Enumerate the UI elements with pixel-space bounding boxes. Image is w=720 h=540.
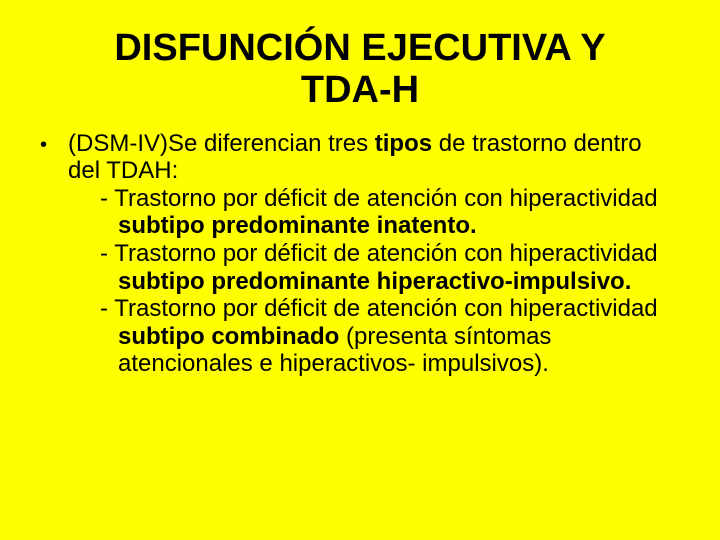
subitem-3-bold: subtipo combinado (118, 323, 339, 350)
subitem-1-pre: - Trastorno por déficit de atención con … (100, 185, 658, 212)
subitem-3: - Trastorno por déficit de atención con … (118, 295, 680, 378)
intro-text-bold: tipos (375, 130, 432, 157)
bullet-item: • (DSM-IV)Se diferencian tres tipos de t… (40, 130, 680, 378)
subitem-3-paren: ). (534, 350, 549, 377)
subitem-2: - Trastorno por déficit de atención con … (118, 240, 680, 295)
bullet-marker: • (40, 130, 68, 378)
subitem-1-bold: subtipo predominante inatento. (118, 212, 477, 239)
slide-body: • (DSM-IV)Se diferencian tres tipos de t… (40, 130, 680, 378)
subitem-3-pre: - Trastorno por déficit de atención con … (100, 295, 658, 322)
slide: DISFUNCIÓN EJECUTIVA Y TDA-H • (DSM-IV)S… (0, 0, 720, 540)
subitem-2-pre: - Trastorno por déficit de atención con … (100, 240, 658, 267)
subitem-1: - Trastorno por déficit de atención con … (118, 185, 680, 240)
slide-title: DISFUNCIÓN EJECUTIVA Y TDA-H (40, 28, 680, 112)
intro-text-pre: (DSM-IV)Se diferencian tres (68, 130, 375, 157)
bullet-content: (DSM-IV)Se diferencian tres tipos de tra… (68, 130, 680, 378)
title-line-1: DISFUNCIÓN EJECUTIVA Y (114, 27, 605, 69)
subitem-2-bold: subtipo predominante hiperactivo-impulsi… (118, 268, 631, 295)
title-line-2: TDA-H (301, 69, 419, 111)
